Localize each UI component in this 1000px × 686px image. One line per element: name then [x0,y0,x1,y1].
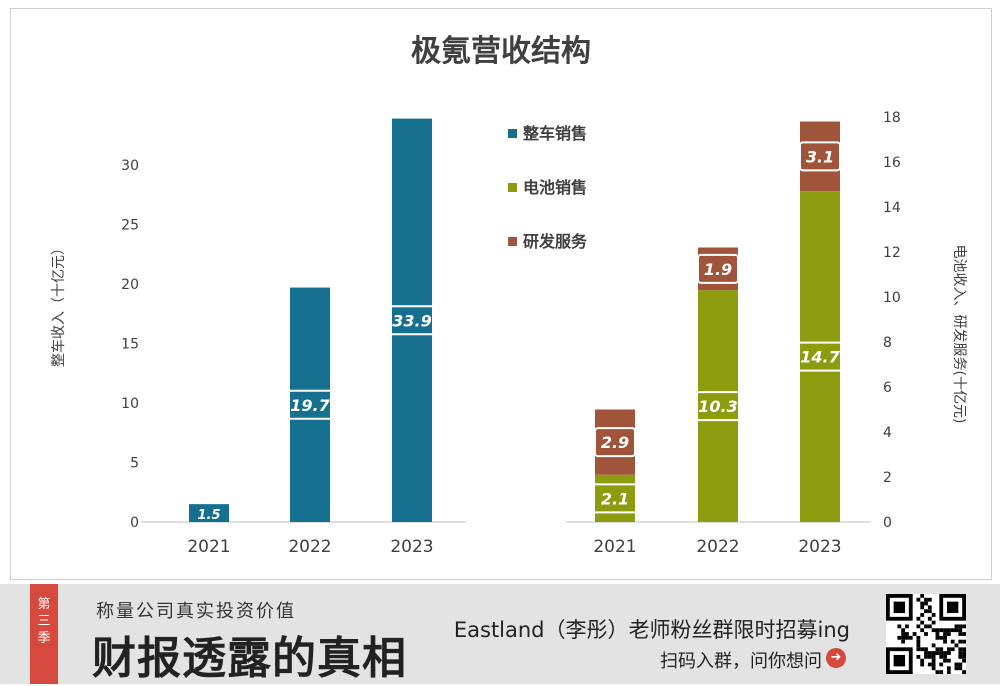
left-x-tick-label: 2022 [288,537,331,557]
battery-bar-value-label-box [591,483,639,514]
chart-canvas: 极氪营收结构 0 5 10 15 20 25 30 0 2 4 6 8 10 12 14 16 18 整车收入（十… [50,34,967,557]
left-y-tick-label: 15 [121,337,139,353]
right-x-tick-label: 2021 [593,537,636,557]
right-y-tick-label: 10 [883,290,901,306]
vehicle-bar-value-label: 19.7 [290,396,330,415]
vehicle-bar [290,287,330,522]
banner-title: 财报透露的真相 [92,633,407,684]
season-tag-text: 第三季 [37,597,51,646]
right-y-tick-label: 6 [883,380,892,396]
rd-bar-value-label-box [697,253,739,284]
left-y-tick-label: 25 [121,218,139,234]
left-x-tick-label: 2023 [390,537,433,557]
legend-swatch [508,183,517,192]
battery-bar [800,191,840,522]
rd-bar-value-label: 2.9 [601,433,629,452]
right-y-tick-label: 4 [883,425,892,441]
arrow-right-circle-icon: ➜ [826,648,846,668]
banner-recruit-text: Eastland（李彤）老师粉丝群限时招募ing [453,618,850,642]
banner-subtitle: 称量公司真实投资价值 [96,601,296,622]
qr-code-icon[interactable] [886,594,966,674]
legend-label: 整车销售 [522,124,587,143]
vehicle-bar [189,504,229,522]
rd-bar-value-label-box [594,427,636,458]
legend-label: 电池销售 [523,178,587,197]
banner-scan-text: 扫码入群，问你想问 [660,651,822,672]
right-y-tick-label: 18 [883,110,901,126]
chart-frame: 极氪营收结构 0 5 10 15 20 25 30 0 2 4 6 8 10 12 14 16 18 整车收入（十… [10,8,992,580]
season-tag: 第三季 [30,584,58,684]
right-y-axis-title: 电池收入、研发服务(十亿元) [951,245,967,424]
rd-bar [800,121,840,192]
legend-swatch [508,237,517,246]
vehicle-bar-value-label: 33.9 [392,311,431,330]
vehicle-bar-value-label: 1.5 [197,508,220,523]
left-x-tick-label: 2021 [187,537,230,557]
battery-bar-value-label-box [796,341,844,372]
left-y-axis-title: 整车收入（十亿元） [50,241,67,367]
battery-bar [595,474,635,522]
right-y-tick-label: 12 [883,245,901,261]
rd-bar-value-label: 1.9 [704,260,732,279]
vehicle-bar-value-label-box [285,389,335,420]
battery-bar-value-label: 2.1 [601,489,629,508]
left-y-tick-label: 10 [121,396,139,412]
left-y-tick-label: 0 [130,515,139,531]
battery-bar [698,290,738,522]
plot-layer: 0 5 10 15 20 25 30 0 2 4 6 8 10 12 14 16 18 整车收入（十亿元） 电池收入… [50,110,967,557]
left-y-tick-label: 30 [121,158,139,174]
right-y-tick-label: 14 [883,200,901,216]
left-y-tick-label: 20 [121,277,139,293]
chart-title: 极氪营收结构 [411,34,591,69]
rd-bar-value-label-box [799,141,841,172]
rd-bar-value-label: 3.1 [806,147,834,166]
battery-bar-value-label: 10.3 [698,397,737,416]
legend-swatch [508,129,517,138]
right-y-tick-label: 8 [883,335,892,351]
left-y-tick-label: 5 [130,456,139,472]
right-y-tick-label: 2 [883,470,892,486]
vehicle-bar [392,118,432,522]
promo-banner: 第三季 称量公司真实投资价值 财报透露的真相 Eastland（李彤）老师粉丝群… [0,584,1000,684]
battery-bar-value-label: 14.7 [800,348,840,367]
legend-label: 研发服务 [523,232,588,251]
right-y-tick-label: 16 [883,155,901,171]
battery-bar-value-label-box [694,391,742,422]
right-y-tick-label: 0 [883,515,892,531]
right-x-tick-label: 2023 [798,537,841,557]
rd-bar [595,409,635,475]
vehicle-bar-value-label-box [387,305,437,336]
right-x-tick-label: 2022 [696,537,739,557]
